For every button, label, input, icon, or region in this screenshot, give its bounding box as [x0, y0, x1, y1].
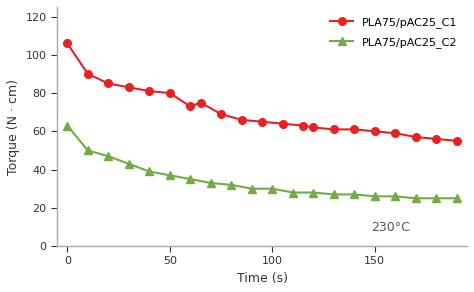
PLA75/pAC25_C2	[187, 177, 193, 181]
PLA75/pAC25_C2	[64, 124, 70, 127]
Line: PLA75/pAC25_C1: PLA75/pAC25_C1	[64, 39, 461, 145]
PLA75/pAC25_C2	[167, 173, 173, 177]
PLA75/pAC25_C2	[208, 181, 214, 185]
PLA75/pAC25_C2	[290, 191, 296, 194]
PLA75/pAC25_C1	[167, 91, 173, 95]
PLA75/pAC25_C1	[280, 122, 285, 125]
PLA75/pAC25_C1	[413, 135, 419, 139]
Y-axis label: Torque (N · cm): Torque (N · cm)	[7, 79, 20, 175]
PLA75/pAC25_C1	[310, 126, 316, 129]
PLA75/pAC25_C2	[126, 162, 132, 166]
PLA75/pAC25_C2	[249, 187, 255, 190]
PLA75/pAC25_C1	[454, 139, 460, 142]
PLA75/pAC25_C1	[331, 128, 337, 131]
Text: 230°C: 230°C	[371, 221, 410, 234]
PLA75/pAC25_C2	[228, 183, 234, 187]
PLA75/pAC25_C2	[392, 194, 398, 198]
PLA75/pAC25_C1	[300, 124, 306, 127]
PLA75/pAC25_C1	[85, 72, 91, 76]
PLA75/pAC25_C2	[331, 193, 337, 196]
PLA75/pAC25_C2	[372, 194, 378, 198]
PLA75/pAC25_C1	[259, 120, 265, 124]
PLA75/pAC25_C2	[146, 170, 152, 173]
PLA75/pAC25_C2	[351, 193, 357, 196]
PLA75/pAC25_C1	[126, 86, 132, 89]
X-axis label: Time (s): Time (s)	[237, 272, 288, 285]
PLA75/pAC25_C2	[105, 154, 111, 158]
PLA75/pAC25_C1	[146, 89, 152, 93]
Line: PLA75/pAC25_C2: PLA75/pAC25_C2	[64, 122, 461, 202]
PLA75/pAC25_C1	[105, 82, 111, 85]
PLA75/pAC25_C2	[413, 197, 419, 200]
PLA75/pAC25_C1	[433, 137, 439, 141]
PLA75/pAC25_C1	[239, 118, 245, 121]
PLA75/pAC25_C2	[454, 197, 460, 200]
PLA75/pAC25_C1	[187, 105, 193, 108]
PLA75/pAC25_C1	[392, 131, 398, 135]
PLA75/pAC25_C1	[198, 101, 203, 104]
PLA75/pAC25_C2	[269, 187, 275, 190]
PLA75/pAC25_C1	[218, 112, 224, 116]
PLA75/pAC25_C1	[64, 41, 70, 45]
PLA75/pAC25_C2	[433, 197, 439, 200]
PLA75/pAC25_C1	[351, 128, 357, 131]
Legend: PLA75/pAC25_C1, PLA75/pAC25_C2: PLA75/pAC25_C1, PLA75/pAC25_C2	[326, 13, 462, 52]
PLA75/pAC25_C1	[372, 130, 378, 133]
PLA75/pAC25_C2	[310, 191, 316, 194]
PLA75/pAC25_C2	[85, 149, 91, 152]
